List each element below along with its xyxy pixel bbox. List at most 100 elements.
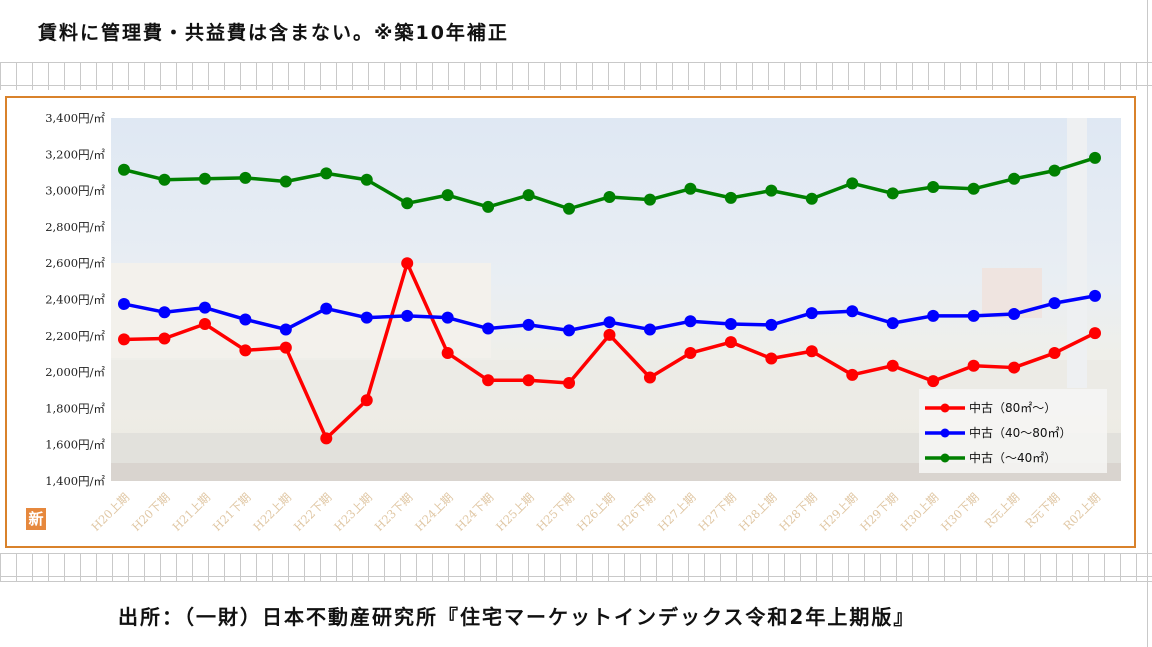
grid-band-bottom: [0, 553, 1152, 581]
x-tick-label: H24下期: [453, 490, 497, 534]
grid-band-top: [0, 62, 1152, 90]
data-point: [643, 323, 656, 336]
data-point: [684, 347, 697, 360]
data-point: [684, 315, 697, 328]
data-point: [724, 318, 737, 331]
x-tick-label: H28下期: [776, 490, 820, 534]
data-point: [1008, 308, 1021, 321]
x-tick-label: H27下期: [695, 490, 739, 534]
legend-swatch-marker: [940, 453, 950, 463]
data-point: [482, 322, 495, 335]
data-point: [441, 311, 454, 324]
x-tick-label: H21上期: [169, 490, 213, 534]
data-point: [1048, 164, 1061, 177]
data-point: [765, 352, 778, 365]
x-tick-label: H28上期: [736, 490, 780, 534]
data-point: [482, 200, 495, 213]
data-point: [563, 202, 576, 215]
data-point: [805, 345, 818, 358]
new-badge: 新: [26, 508, 46, 530]
data-point: [198, 172, 211, 185]
data-point: [522, 189, 535, 202]
data-point: [1048, 297, 1061, 310]
data-point: [563, 376, 576, 389]
data-point: [320, 167, 333, 180]
data-point: [846, 305, 859, 318]
data-point: [603, 190, 616, 203]
x-tick-label: H22下期: [291, 490, 335, 534]
y-tick-label: 2,000円/㎡: [45, 365, 105, 379]
data-point: [886, 187, 899, 200]
x-tick-label: H24上期: [412, 490, 456, 534]
data-point: [118, 163, 130, 176]
x-tick-label: H29下期: [857, 490, 901, 534]
data-point: [805, 307, 818, 320]
data-point: [1008, 361, 1021, 374]
sheet-line: [1147, 0, 1148, 647]
data-point: [927, 375, 940, 388]
data-point: [765, 318, 778, 331]
data-point: [401, 309, 414, 322]
rent-line-chart: 3,400円/㎡ 3,200円/㎡ 3,000円/㎡ 2,800円/㎡ 2,600円/㎡…: [45, 111, 1121, 534]
legend-label: 中古（80㎡～）: [969, 400, 1056, 415]
data-point: [118, 333, 130, 346]
x-tick-label: H25下期: [534, 490, 578, 534]
y-tick-label: 3,200円/㎡: [45, 147, 105, 161]
data-point: [118, 298, 130, 311]
data-point: [482, 374, 495, 387]
y-tick-label: 1,400円/㎡: [45, 474, 105, 488]
legend-label: 中古（～40㎡）: [969, 450, 1056, 465]
x-tick-label: H30下期: [938, 490, 982, 534]
data-point: [563, 324, 576, 337]
data-point: [522, 374, 535, 387]
x-tick-label: H21下期: [210, 490, 254, 534]
data-point: [805, 192, 818, 205]
data-point: [239, 313, 252, 326]
y-tick-label: 3,400円/㎡: [45, 111, 105, 125]
data-point: [158, 332, 171, 345]
data-point: [724, 191, 737, 204]
sheet-line: [0, 62, 1152, 63]
rent-note: 賃料に管理費・共益費は含まない。※築10年補正: [38, 22, 509, 44]
chart-frame: 3,400円/㎡ 3,200円/㎡ 3,000円/㎡ 2,800円/㎡ 2,600円/㎡…: [5, 96, 1136, 548]
y-tick-label: 2,600円/㎡: [45, 256, 105, 270]
data-point: [279, 323, 292, 336]
data-point: [279, 175, 292, 188]
x-tick-label: H20下期: [129, 490, 173, 534]
data-point: [522, 318, 535, 331]
data-point: [846, 368, 859, 381]
x-tick-label: H30上期: [898, 490, 942, 534]
x-tick-label: H26下期: [614, 490, 658, 534]
data-point: [279, 341, 292, 354]
data-point: [684, 182, 697, 195]
data-point: [886, 359, 899, 372]
y-tick-label: 1,800円/㎡: [45, 401, 105, 415]
y-tick-label: 3,000円/㎡: [45, 184, 105, 198]
data-point: [603, 316, 616, 329]
x-tick-label: H23上期: [331, 490, 375, 534]
data-point: [360, 173, 373, 186]
data-point: [1089, 151, 1101, 164]
data-point: [320, 302, 333, 315]
data-point: [1048, 347, 1061, 360]
y-tick-label: 1,600円/㎡: [45, 438, 105, 452]
data-point: [158, 306, 171, 319]
x-tick-label: R元下期: [1022, 490, 1062, 530]
data-point: [441, 189, 454, 202]
x-tick-label: R02上期: [1060, 490, 1103, 533]
x-tick-label: H29上期: [817, 490, 861, 534]
y-tick-label: 2,200円/㎡: [45, 329, 105, 343]
legend-swatch-marker: [940, 428, 950, 438]
data-point: [886, 317, 899, 330]
x-tick-label: H25上期: [493, 490, 537, 534]
data-point: [360, 394, 373, 407]
data-point: [360, 311, 373, 324]
data-point: [1089, 289, 1101, 302]
data-point: [846, 177, 859, 190]
y-tick-label: 2,800円/㎡: [45, 220, 105, 234]
data-point: [239, 344, 252, 357]
x-tick-label: H26上期: [574, 490, 618, 534]
data-point: [401, 257, 414, 270]
x-tick-label: H23下期: [372, 490, 416, 534]
data-point: [765, 184, 778, 197]
